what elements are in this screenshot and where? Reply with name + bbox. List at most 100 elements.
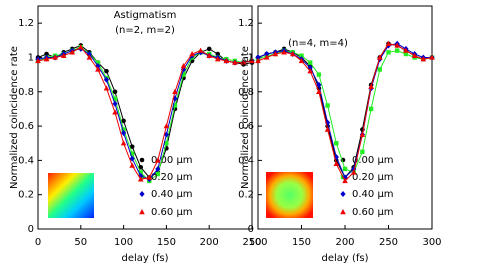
marker [215, 51, 221, 57]
marker [155, 157, 161, 163]
marker [290, 51, 296, 57]
fit-line [37, 48, 253, 180]
marker [86, 51, 92, 58]
marker [360, 149, 365, 155]
marker [172, 103, 178, 108]
marker [104, 68, 109, 74]
marker [429, 54, 435, 60]
y-tick-label: 1.2 [18, 18, 34, 29]
marker [325, 119, 331, 126]
fit-line [257, 50, 433, 174]
x-tick-label: 300 [422, 237, 441, 248]
marker [403, 47, 409, 53]
fit-line [257, 43, 433, 179]
y-tick-label: 0.4 [238, 155, 254, 166]
marker [249, 57, 255, 64]
marker [377, 67, 382, 72]
legend-label: 0.00 μm [151, 155, 193, 166]
marker [350, 169, 357, 175]
marker [103, 85, 110, 91]
marker [316, 88, 322, 94]
legend-label: 0.20 μm [151, 172, 193, 183]
marker [342, 166, 348, 172]
marker [342, 177, 348, 184]
marker [325, 103, 330, 108]
marker [164, 141, 169, 146]
marker [172, 88, 178, 94]
marker [214, 56, 221, 62]
marker [420, 56, 427, 62]
x-tick-label: 0 [35, 237, 41, 248]
x-tick-label: 100 [248, 237, 267, 248]
marker [395, 48, 400, 53]
marker [120, 140, 127, 146]
marker [263, 54, 270, 60]
marker [52, 54, 58, 60]
marker [95, 60, 101, 65]
legend-marker [139, 157, 145, 163]
marker [103, 76, 110, 83]
x-tick-label: 150 [292, 237, 311, 248]
x-tick-label: 100 [114, 237, 133, 248]
marker [386, 50, 391, 55]
marker [394, 42, 400, 48]
marker [232, 59, 238, 65]
marker [155, 171, 161, 177]
legend-marker [340, 191, 346, 197]
x-tick-label: 50 [74, 237, 87, 248]
marker [121, 129, 127, 136]
y-tick-label: 0.2 [238, 190, 254, 201]
marker [411, 52, 418, 58]
marker [223, 57, 230, 64]
fit-line [37, 46, 253, 180]
inset-image [266, 172, 313, 218]
y-axis-label: Normalized coincidence rate [240, 46, 251, 189]
marker [129, 144, 135, 149]
marker [368, 106, 374, 112]
y-tick-label: 0.8 [18, 87, 34, 98]
marker [307, 64, 313, 71]
legend-label: 0.60 μm [151, 207, 193, 218]
marker [155, 165, 161, 172]
marker [240, 59, 247, 65]
x-axis-label: delay (fs) [121, 253, 168, 264]
legend-label: 0.40 μm [151, 189, 193, 200]
marker [137, 176, 144, 182]
marker [112, 109, 118, 115]
marker [281, 49, 287, 55]
marker [324, 126, 331, 132]
x-tick-label: 250 [379, 237, 398, 248]
y-tick-label: 0.6 [18, 121, 34, 132]
marker [86, 54, 93, 60]
y-axis-label: Normalized coincidence rate [9, 46, 20, 189]
annotation: (n=4, m=4) [288, 38, 348, 49]
marker [95, 66, 101, 72]
marker [129, 151, 135, 156]
marker [138, 170, 143, 175]
marker [78, 44, 84, 50]
marker [121, 127, 126, 132]
marker [35, 57, 41, 64]
marker [255, 57, 261, 64]
marker [95, 63, 101, 70]
marker [307, 68, 313, 74]
marker [359, 131, 366, 137]
y-tick-label: 0.4 [18, 155, 34, 166]
y-tick-label: 1.2 [238, 18, 254, 29]
marker [112, 96, 118, 101]
legend-marker [139, 209, 145, 215]
marker [272, 51, 279, 57]
marker [316, 81, 322, 88]
marker [60, 52, 67, 58]
marker [308, 60, 313, 65]
x-tick-label: 250 [242, 237, 261, 248]
marker [264, 51, 270, 58]
marker [44, 51, 49, 57]
legend-label: 0.40 μm [352, 189, 394, 200]
marker [189, 51, 195, 57]
marker [121, 118, 126, 124]
marker [163, 123, 170, 129]
marker [43, 56, 50, 62]
marker [255, 54, 261, 61]
